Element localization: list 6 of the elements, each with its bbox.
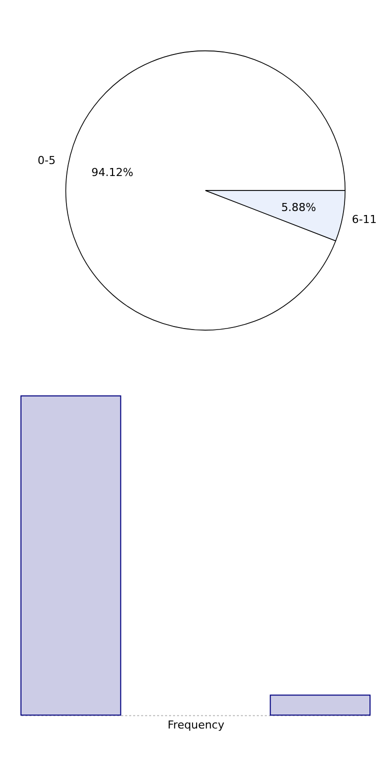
- pie-slice: [66, 50, 346, 330]
- data-label: 5.88%: [281, 200, 316, 214]
- data-label: 94.12%: [91, 166, 134, 180]
- slice-label: 6-11: [352, 213, 377, 226]
- x-axis-title: Frequency: [168, 718, 225, 732]
- slice-label: 0-5: [38, 154, 56, 167]
